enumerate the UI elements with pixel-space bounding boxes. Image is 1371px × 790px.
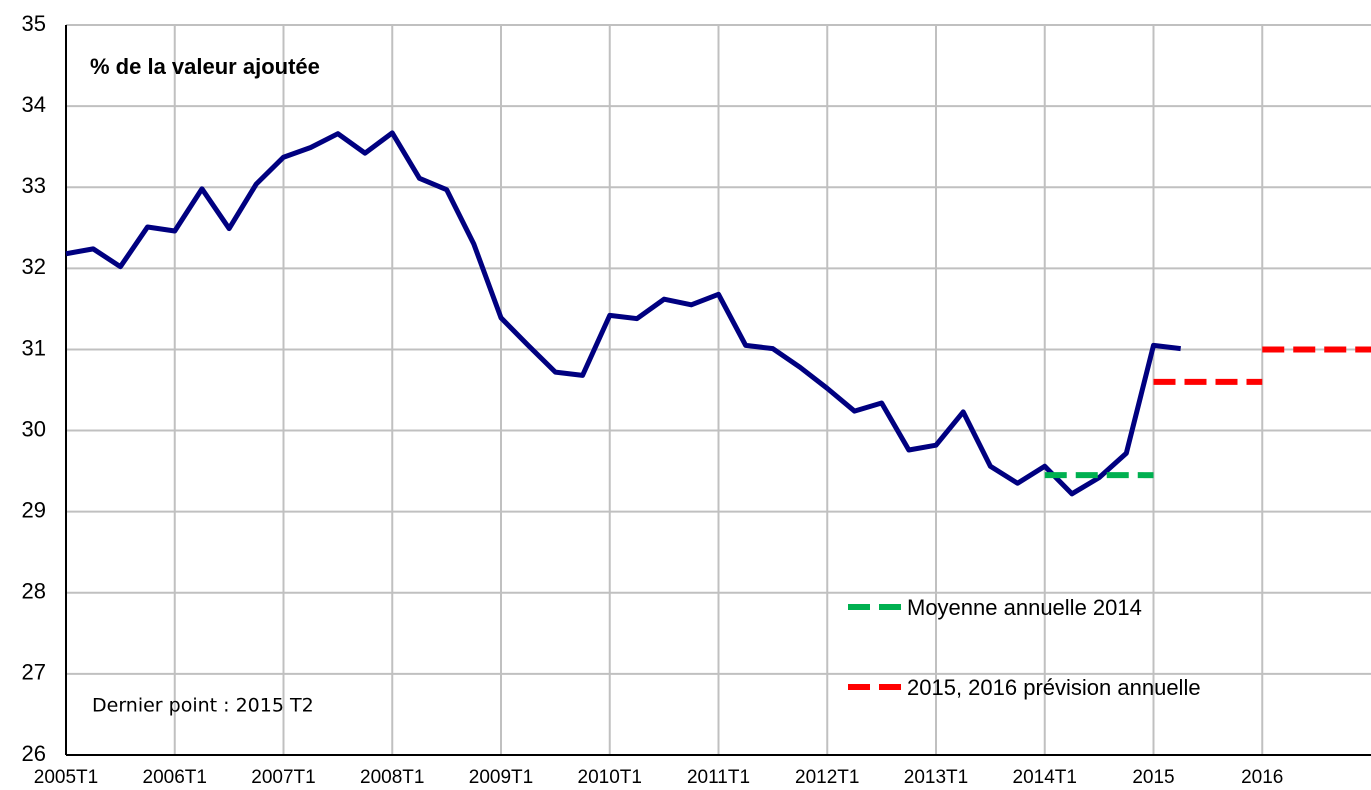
data-line bbox=[65, 130, 1181, 497]
x-tick-label: 2014T1 bbox=[1013, 767, 1077, 788]
x-tick-label: 2006T1 bbox=[143, 767, 207, 788]
x-tick-label: 2005T1 bbox=[34, 767, 98, 788]
x-tick-label: 2008T1 bbox=[360, 767, 424, 788]
x-tick-label: 2016 bbox=[1241, 767, 1283, 788]
y-tick-label: 29 bbox=[22, 497, 46, 522]
y-tick-label: 26 bbox=[22, 741, 46, 766]
x-tick-label: 2012T1 bbox=[795, 767, 859, 788]
y-tick-label: 27 bbox=[22, 660, 46, 685]
x-tick-label: 2007T1 bbox=[251, 767, 315, 788]
annotation: % de la valeur ajoutée bbox=[90, 54, 320, 79]
x-tick-label: 2013T1 bbox=[904, 767, 968, 788]
annotation: Dernier point : 2015 T2 bbox=[92, 695, 314, 717]
y-tick-label: 30 bbox=[22, 416, 46, 441]
x-tick-label: 2015 bbox=[1132, 767, 1174, 788]
y-tick-label: 32 bbox=[22, 254, 46, 279]
y-tick-label: 34 bbox=[22, 92, 46, 117]
legend-label: 2015, 2016 prévision annuelle bbox=[907, 675, 1201, 700]
y-tick-label: 28 bbox=[22, 579, 46, 604]
x-tick-label: 2010T1 bbox=[578, 767, 642, 788]
x-tick-label: 2011T1 bbox=[687, 767, 750, 788]
y-tick-label: 31 bbox=[22, 335, 46, 360]
legend-label: Moyenne annuelle 2014 bbox=[907, 595, 1142, 620]
y-tick-label: 35 bbox=[22, 11, 46, 36]
x-tick-label: 2009T1 bbox=[469, 767, 533, 788]
y-tick-label: 33 bbox=[22, 173, 46, 198]
data-line bbox=[1153, 346, 1371, 385]
